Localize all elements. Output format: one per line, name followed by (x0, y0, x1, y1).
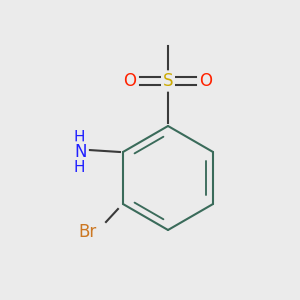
Text: N: N (75, 143, 87, 161)
Text: H: H (73, 160, 85, 175)
Text: S: S (163, 72, 173, 90)
Text: O: O (200, 72, 212, 90)
Text: Br: Br (79, 223, 97, 241)
Text: O: O (124, 72, 136, 90)
Text: H: H (73, 130, 85, 145)
